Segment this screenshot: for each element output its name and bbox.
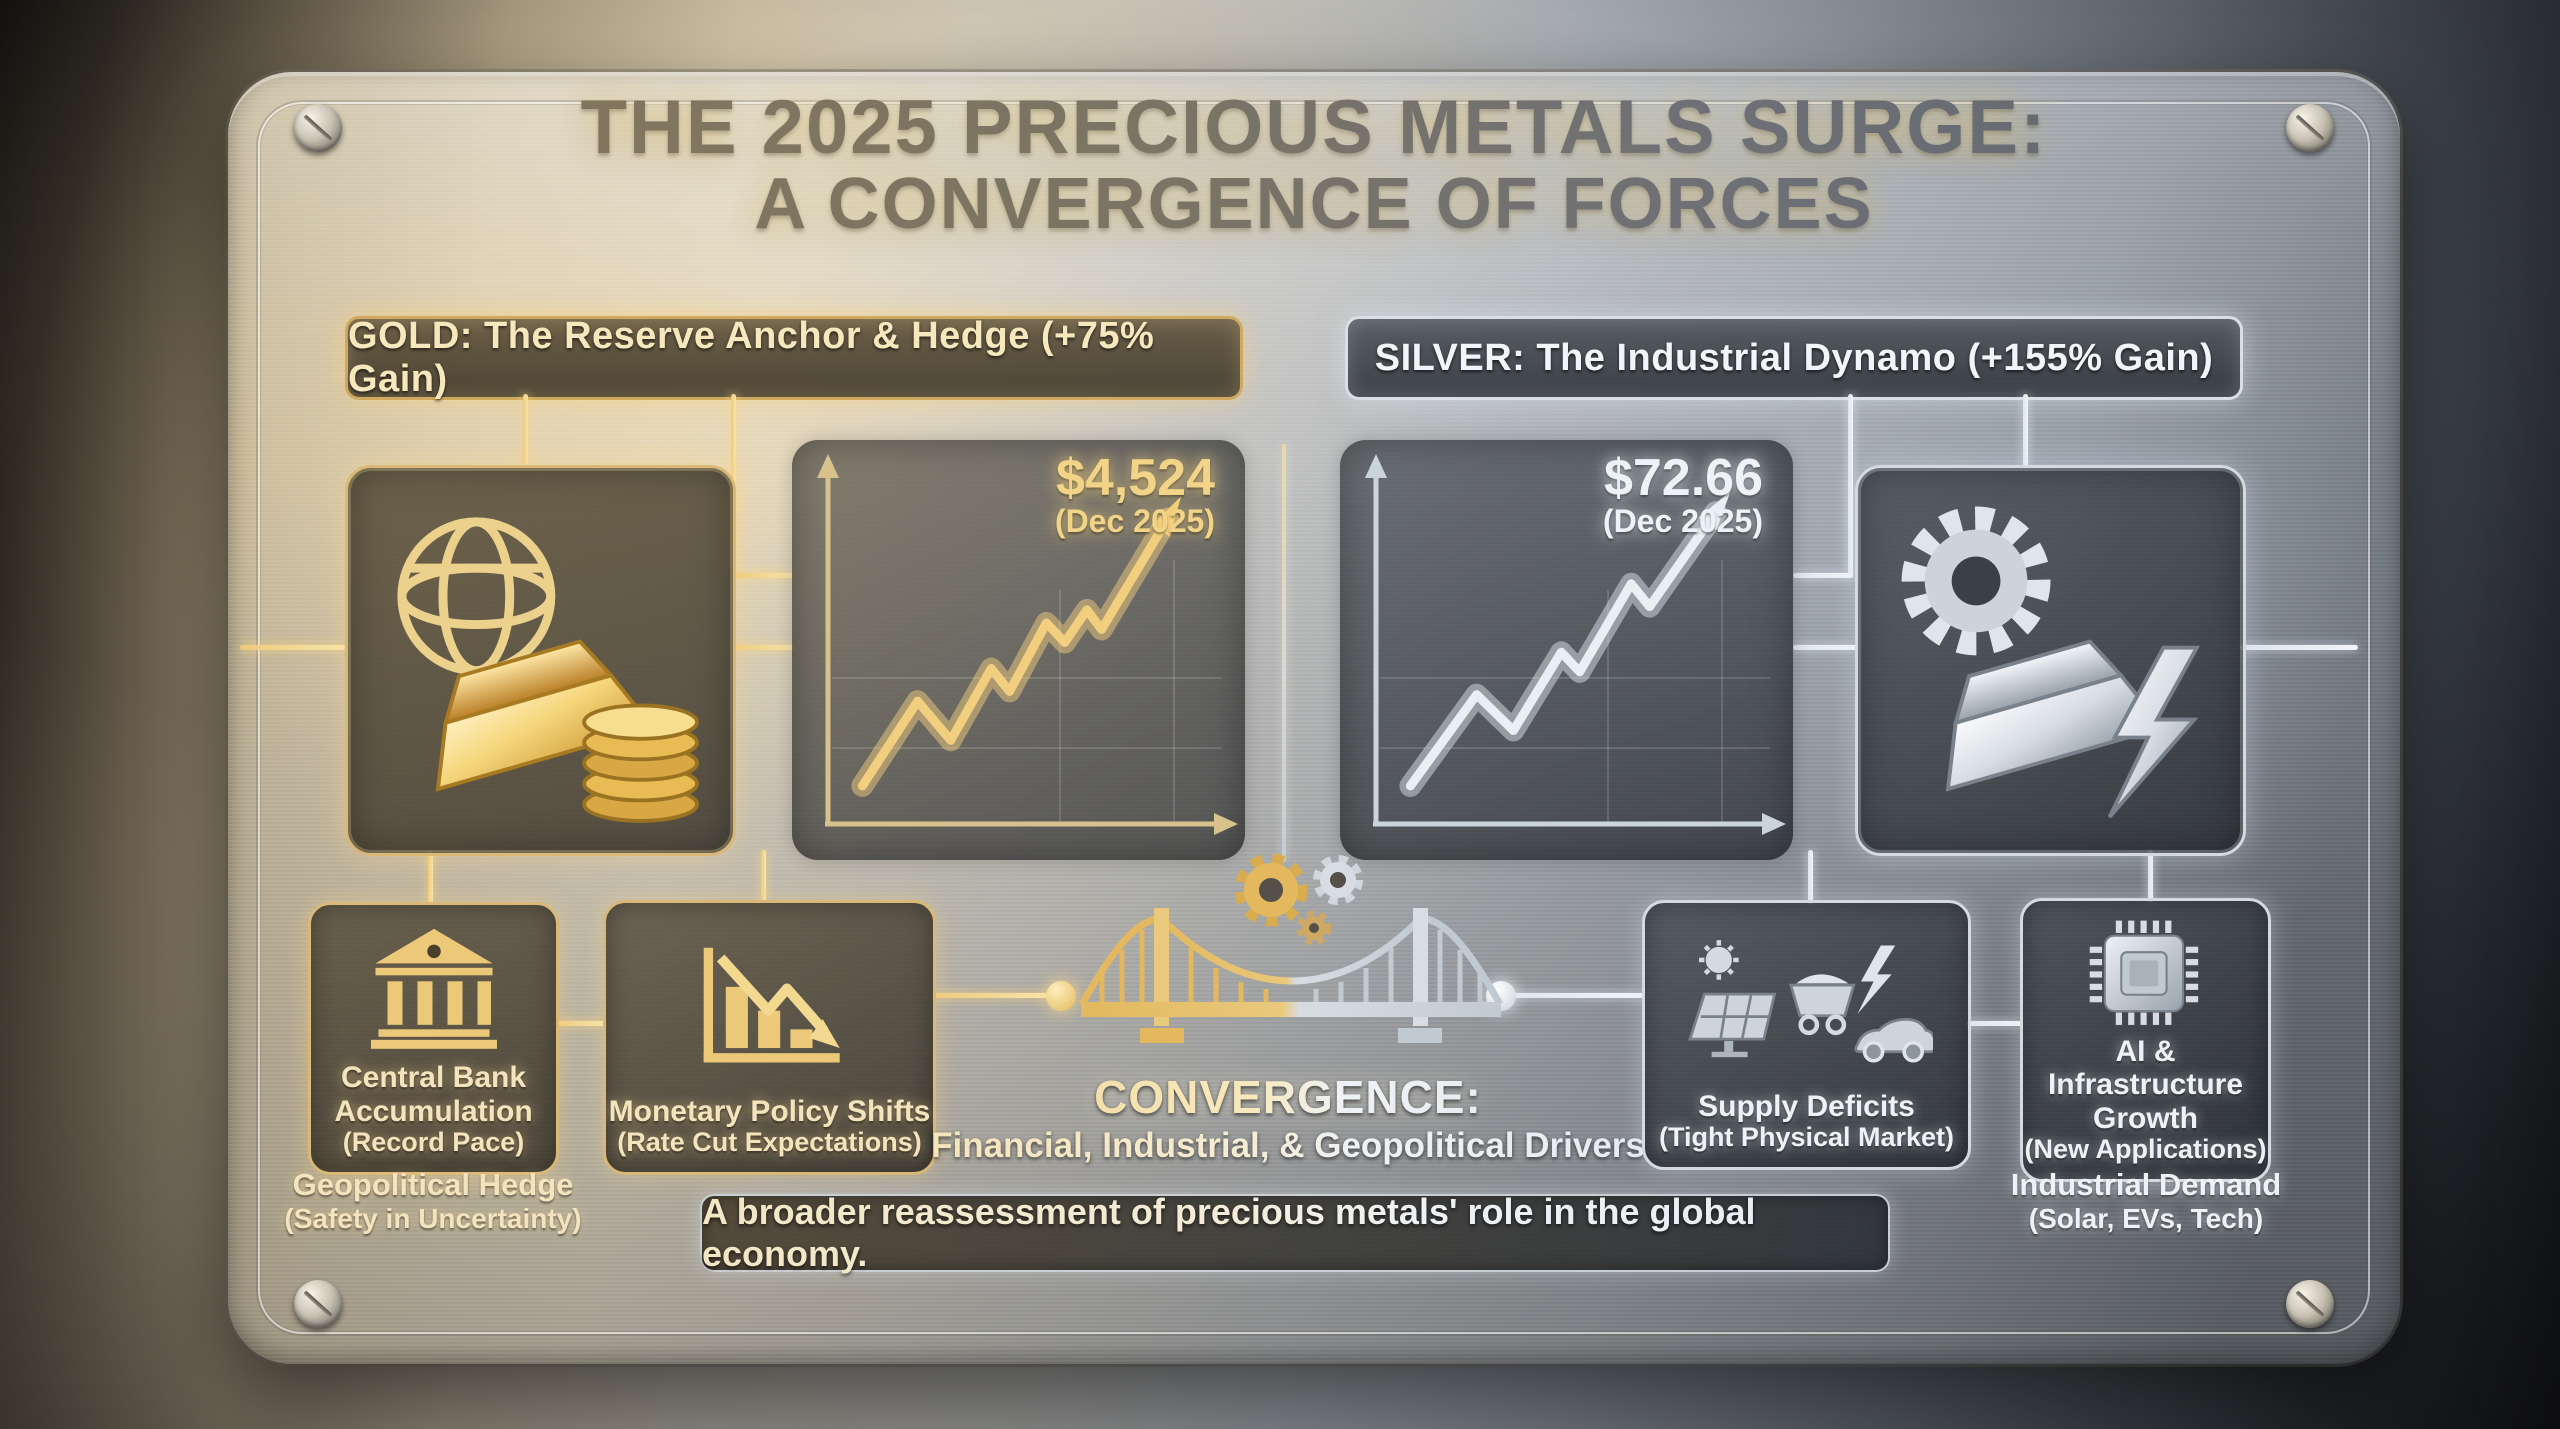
- factor-box-monetary-policy: Monetary Policy Shifts (Rate Cut Expecta…: [603, 900, 936, 1175]
- connector: [1793, 645, 1857, 650]
- gold-price-chart: $4,524 (Dec 2025): [792, 440, 1245, 860]
- silver-price-value: $72.66: [1603, 449, 1763, 507]
- silver-note-title: Industrial Demand: [2010, 1167, 2282, 1202]
- silver-price-chart: $72.66 (Dec 2025): [1340, 440, 1793, 860]
- gold-price-value: $4,524: [1055, 449, 1215, 507]
- center-divider: [1282, 444, 1286, 862]
- factor-box-ai-infrastructure: AI & Infrastructure Growth (New Applicat…: [2020, 898, 2271, 1182]
- solar-minecart-bolt-car-icon: [1687, 940, 1933, 1063]
- connector: [2240, 645, 2358, 650]
- screw-bottom-left: [294, 1280, 342, 1328]
- convergence-title: CONVERGENCE:: [838, 1071, 1738, 1124]
- connector: [2148, 850, 2153, 902]
- factor-box-supply-deficits: Supply Deficits (Tight Physical Market): [1642, 900, 1971, 1170]
- gold-section-header: GOLD: The Reserve Anchor & Hedge (+75% G…: [345, 315, 1243, 400]
- declining-bars-arrow-icon: [703, 947, 840, 1063]
- connector: [1848, 394, 1853, 577]
- connector: [733, 573, 793, 578]
- connector: [240, 645, 345, 650]
- gold-asset-box: [345, 465, 736, 856]
- connector: [730, 645, 794, 650]
- factor-title: Central Bank Accumulation: [334, 1061, 533, 1128]
- connector: [523, 394, 528, 468]
- factor-title: Monetary Policy Shifts: [608, 1094, 931, 1128]
- connector: [1967, 1021, 2022, 1026]
- summary-banner-text: A broader reassessment of precious metal…: [702, 1191, 1888, 1275]
- connector: [1512, 993, 1644, 998]
- connector: [428, 850, 433, 904]
- globe-gold-bar-coins-icon: [397, 517, 699, 823]
- page-title-line1: THE 2025 PRECIOUS METALS SURGE:: [228, 88, 2400, 167]
- connector: [553, 1021, 605, 1026]
- silver-section-header: SILVER: The Industrial Dynamo (+155% Gai…: [1345, 316, 2243, 400]
- metal-plate: THE 2025 PRECIOUS METALS SURGE: A CONVER…: [228, 72, 2400, 1364]
- screw-top-left: [294, 104, 342, 152]
- convergence-subtitle: Financial, Industrial, & Geopolitical Dr…: [838, 1126, 1738, 1165]
- silver-price-date: (Dec 2025): [1602, 503, 1763, 540]
- factor-subtitle: (New Applications): [2024, 1134, 2267, 1165]
- gold-price-label: $4,524 (Dec 2025): [1054, 449, 1215, 540]
- summary-banner: A broader reassessment of precious metal…: [700, 1191, 1890, 1275]
- page-title-line2: A CONVERGENCE OF FORCES: [228, 167, 2400, 242]
- cpu-chip-icon: [2089, 920, 2198, 1025]
- connector: [761, 850, 766, 902]
- silver-asset-box: [1855, 465, 2246, 856]
- silver-chart-canvas: [1365, 454, 1786, 835]
- gold-note-title: Geopolitical Hedge: [292, 1167, 574, 1202]
- gold-node-dot: [1046, 981, 1076, 1011]
- factor-subtitle: (Tight Physical Market): [1658, 1122, 1955, 1153]
- screw-top-right: [2286, 104, 2334, 152]
- connector: [1808, 850, 1813, 904]
- gold-price-date: (Dec 2025): [1054, 503, 1215, 540]
- factor-title: AI & Infrastructure Growth: [2047, 1034, 2244, 1135]
- bank-building-icon: [370, 928, 497, 1049]
- connector: [1793, 573, 1853, 578]
- screw-bottom-right: [2286, 1280, 2334, 1328]
- silver-note: Industrial Demand (Solar, EVs, Tech): [1976, 1167, 2316, 1234]
- gold-note-subtitle: (Safety in Uncertainty): [284, 1202, 582, 1234]
- convergence-caption: CONVERGENCE: Financial, Industrial, & Ge…: [838, 1071, 1738, 1165]
- gear-silver-bar-lightning-icon: [1901, 506, 2201, 819]
- page-title: THE 2025 PRECIOUS METALS SURGE: A CONVER…: [228, 88, 2400, 242]
- connector: [932, 993, 1048, 998]
- connector: [2023, 394, 2028, 468]
- gold-chart-canvas: [817, 454, 1238, 835]
- gold-silver-bridge-with-gears-icon: [1078, 853, 1504, 1043]
- gold-note: Geopolitical Hedge (Safety in Uncertaint…: [248, 1167, 618, 1234]
- factor-subtitle: (Rate Cut Expectations): [617, 1127, 922, 1158]
- factor-box-central-bank: Central Bank Accumulation (Record Pace): [308, 902, 559, 1175]
- silver-price-label: $72.66 (Dec 2025): [1602, 449, 1763, 540]
- factor-subtitle: (Record Pace): [342, 1127, 525, 1158]
- silver-note-subtitle: (Solar, EVs, Tech): [2028, 1202, 2264, 1234]
- factor-title: Supply Deficits: [1698, 1089, 1915, 1123]
